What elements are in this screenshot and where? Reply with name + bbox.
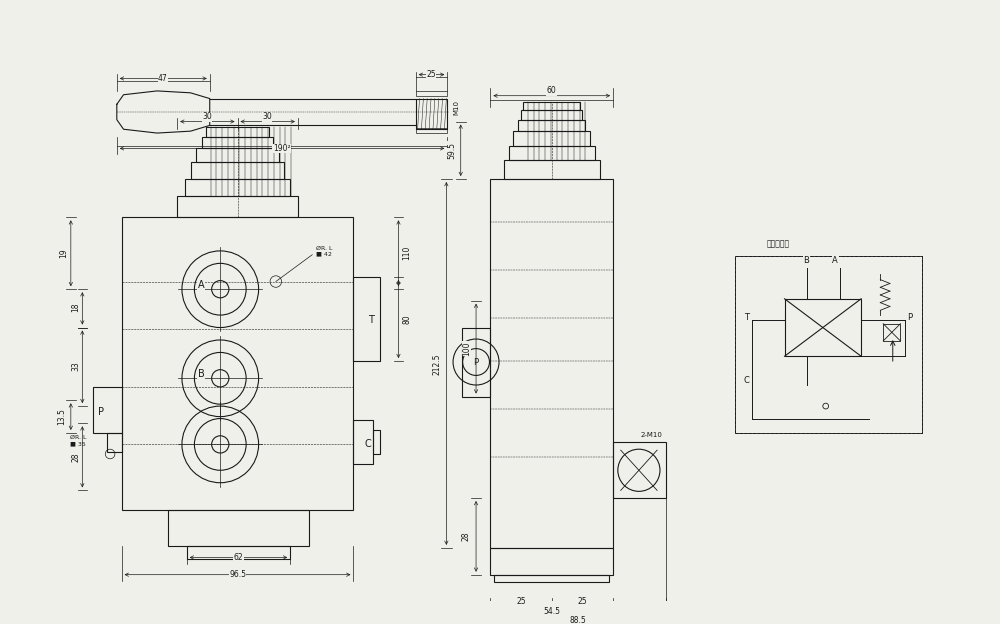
Text: 110: 110 bbox=[403, 246, 412, 260]
Text: M10: M10 bbox=[453, 100, 459, 115]
Text: P: P bbox=[98, 407, 104, 417]
Text: 25: 25 bbox=[426, 70, 436, 79]
Text: 33: 33 bbox=[71, 361, 80, 371]
Bar bbox=[416, 129, 447, 133]
Bar bbox=[168, 510, 309, 546]
Text: B: B bbox=[804, 256, 809, 265]
Text: 28: 28 bbox=[71, 452, 80, 462]
Text: 30: 30 bbox=[202, 112, 212, 121]
Bar bbox=[490, 548, 613, 575]
Text: 25: 25 bbox=[578, 597, 587, 606]
Bar bbox=[177, 197, 298, 217]
Text: 30: 30 bbox=[262, 112, 272, 121]
Text: 88.5: 88.5 bbox=[569, 616, 586, 624]
Text: ØR. L
■ 42: ØR. L ■ 42 bbox=[316, 245, 333, 256]
Text: 25: 25 bbox=[516, 597, 526, 606]
Bar bbox=[202, 137, 273, 149]
Bar bbox=[735, 256, 922, 433]
Text: 190²: 190² bbox=[273, 144, 290, 153]
Bar bbox=[416, 91, 447, 95]
Bar bbox=[122, 217, 353, 510]
Text: 2-M10: 2-M10 bbox=[640, 432, 662, 438]
Bar bbox=[883, 324, 900, 341]
Text: 47: 47 bbox=[158, 74, 168, 83]
Text: T: T bbox=[368, 315, 374, 325]
Bar bbox=[187, 546, 290, 559]
Bar bbox=[518, 120, 585, 131]
Text: T: T bbox=[744, 313, 749, 323]
Text: 59.5: 59.5 bbox=[448, 142, 457, 158]
Text: P: P bbox=[473, 358, 479, 366]
Text: A: A bbox=[198, 280, 204, 290]
Bar bbox=[353, 277, 380, 361]
Bar bbox=[613, 442, 666, 498]
Bar bbox=[373, 430, 380, 454]
Text: 54.5: 54.5 bbox=[543, 607, 560, 616]
Text: 18: 18 bbox=[71, 303, 80, 312]
Bar bbox=[185, 179, 290, 197]
Text: C: C bbox=[743, 376, 749, 385]
Text: 100: 100 bbox=[462, 341, 471, 356]
Text: A: A bbox=[832, 256, 838, 265]
Bar bbox=[191, 162, 284, 179]
Text: 80: 80 bbox=[403, 314, 412, 324]
Text: P: P bbox=[907, 313, 913, 323]
Bar bbox=[494, 575, 609, 582]
Text: 13.5: 13.5 bbox=[57, 408, 66, 425]
Bar bbox=[523, 102, 580, 110]
Text: 60: 60 bbox=[547, 86, 557, 95]
Bar bbox=[93, 387, 122, 433]
Text: 28: 28 bbox=[462, 532, 471, 541]
Bar bbox=[353, 421, 373, 464]
Bar bbox=[504, 160, 600, 179]
Bar bbox=[196, 149, 279, 162]
Text: 19: 19 bbox=[60, 248, 69, 258]
Text: 96.5: 96.5 bbox=[229, 570, 246, 579]
Text: 212.5: 212.5 bbox=[432, 353, 441, 374]
Text: 液压原理图: 液压原理图 bbox=[766, 239, 789, 248]
Text: C: C bbox=[364, 439, 371, 449]
Text: 62: 62 bbox=[234, 553, 243, 562]
Bar bbox=[735, 256, 922, 433]
Bar bbox=[462, 328, 490, 396]
Bar bbox=[521, 110, 582, 120]
Bar bbox=[490, 179, 613, 548]
Text: B: B bbox=[198, 369, 204, 379]
Bar bbox=[206, 127, 269, 137]
Bar bbox=[107, 433, 122, 452]
Bar bbox=[416, 99, 447, 129]
Bar bbox=[785, 299, 861, 356]
Text: ØR. L
■ 35: ØR. L ■ 35 bbox=[70, 435, 86, 446]
Bar bbox=[509, 145, 595, 160]
Bar bbox=[513, 131, 590, 145]
